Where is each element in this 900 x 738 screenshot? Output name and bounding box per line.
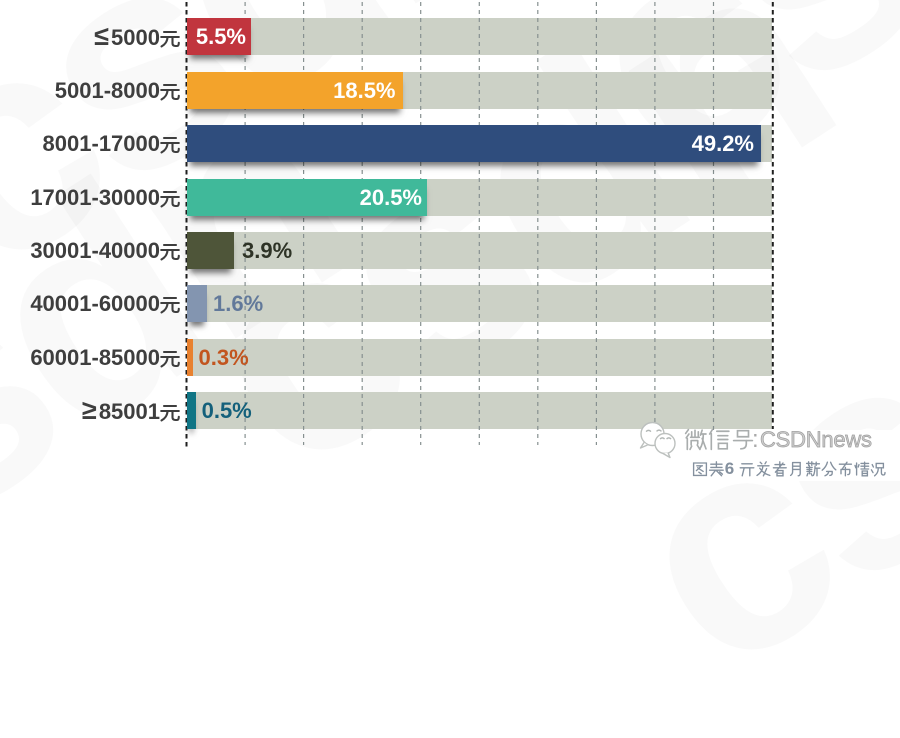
svg-text:6: 6	[725, 459, 734, 478]
svg-text::: :	[752, 426, 759, 453]
svg-text:CSDNnews: CSDNnews	[760, 427, 872, 452]
